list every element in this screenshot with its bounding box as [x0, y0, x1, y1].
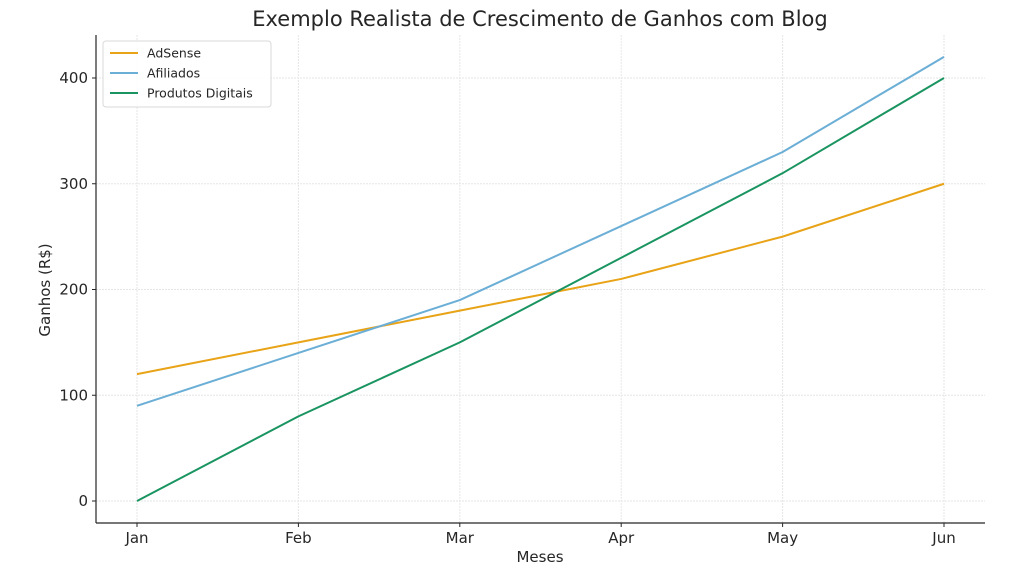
grid-lines	[96, 35, 985, 523]
series-lines	[136, 55, 945, 502]
series-line-2	[136, 77, 945, 502]
x-tick-label: Mar	[446, 529, 475, 547]
series-line-1	[136, 55, 945, 407]
y-tick-label: 100	[59, 386, 88, 404]
y-tick-label: 300	[59, 175, 88, 193]
series-line-0	[136, 182, 945, 376]
legend: AdSense Afiliados Produtos Digitais	[102, 40, 272, 108]
legend-label: Produtos Digitais	[147, 86, 253, 101]
y-tick-label: 200	[59, 281, 88, 299]
y-tick-label: 400	[59, 69, 88, 87]
x-tick-label: Jan	[124, 529, 148, 547]
y-axis-label: Ganhos (R$)	[36, 243, 54, 336]
chart-title: Exemplo Realista de Crescimento de Ganho…	[252, 7, 827, 31]
y-axis-ticks: 0 100 200 300 400	[59, 69, 96, 510]
x-tick-label: Jun	[931, 529, 955, 547]
y-tick-label: 0	[78, 492, 88, 510]
x-tick-label: Apr	[608, 529, 635, 547]
x-tick-label: Feb	[285, 529, 312, 547]
legend-label: AdSense	[147, 46, 201, 61]
x-axis-label: Meses	[516, 548, 563, 566]
legend-box	[102, 40, 272, 108]
axes	[95, 35, 985, 524]
x-tick-label: May	[767, 529, 798, 547]
x-axis-ticks: Jan Feb Mar Apr May Jun	[124, 523, 956, 547]
legend-label: Afiliados	[147, 66, 200, 81]
